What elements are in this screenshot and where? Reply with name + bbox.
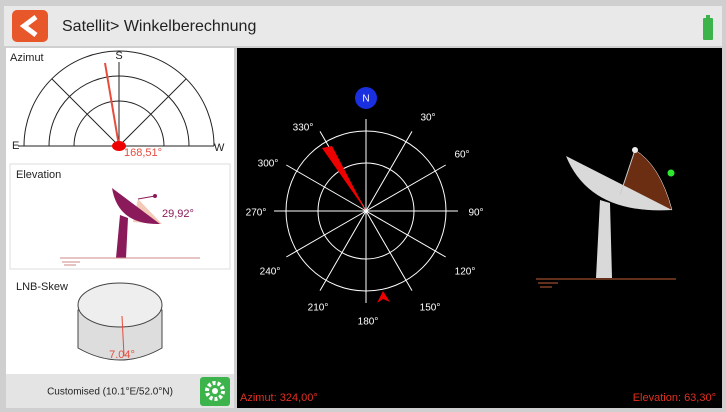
azimuth-west: W [214,142,225,154]
compass-spoke [286,164,367,212]
compass-label: 90° [468,208,483,219]
settings-button[interactable] [200,377,230,406]
header-bar [4,6,722,46]
lnb-drum [77,282,163,361]
compass-label: 330° [293,123,314,134]
azimuth-needle [104,62,120,147]
compass-label: 150° [420,303,441,314]
compass-label: 120° [455,267,476,278]
north-label: N [362,94,369,105]
azimuth-pivot [112,141,126,151]
compass-spoke [319,210,367,291]
compass-label: 270° [246,208,267,219]
compass-spoke [365,164,446,212]
elevation-status: Elevation: 63,30° [633,392,716,404]
compass-rose [274,119,458,303]
azimuth-value: 168,51° [124,147,162,159]
compass-spoke [286,210,367,258]
location-text: Customised (10.1°E/52.0°N) [47,387,173,398]
lnb-skew-label: LNB-Skew [16,281,68,293]
elevation-dish-large [536,147,676,288]
compass-spoke [365,210,446,258]
compass-label: 300° [258,159,279,170]
battery-icon [703,15,713,40]
compass-label: 30° [420,113,435,124]
lnb-skew-value: 7.04° [109,349,135,361]
compass-label: 60° [454,150,469,161]
compass-spoke [365,131,413,212]
azimuth-south: S [115,50,122,62]
compass-label: 240° [260,267,281,278]
header-title: Satellit> Winkelberechnung [62,18,256,35]
back-button[interactable] [12,10,48,42]
compass-label: 210° [308,303,329,314]
view-panel [237,48,722,408]
compass-label: 180° [358,317,379,328]
satellite-arrow [377,291,390,303]
elevation-value: 29,92° [162,208,194,220]
azimuth-status: Azimut: 324,00° [240,392,318,404]
compass-spoke [365,210,413,291]
elevation-dish [60,188,200,266]
azimuth-east: E [12,140,19,152]
azimuth-label: Azimut [10,52,44,64]
north-marker [355,87,377,109]
location-bar [6,374,234,408]
azimuth-pointer [322,146,366,211]
elevation-label: Elevation [16,169,61,181]
